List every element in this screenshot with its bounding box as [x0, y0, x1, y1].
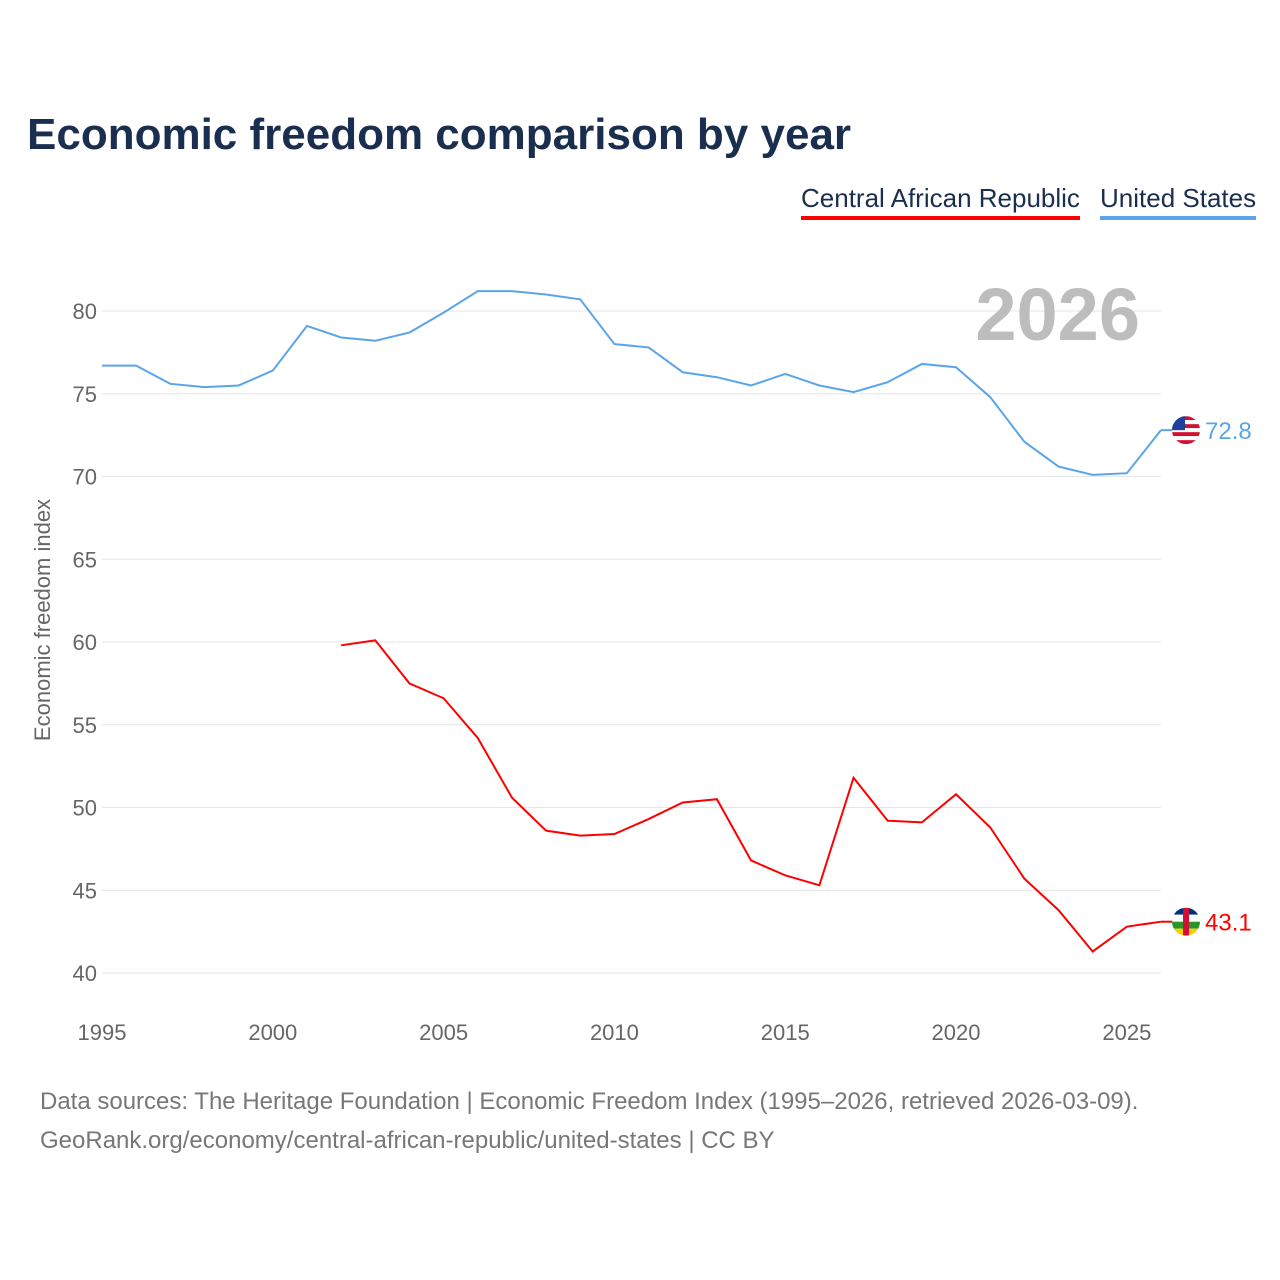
chart-title: Economic freedom comparison by year: [27, 110, 852, 159]
y-tick-label: 40: [73, 961, 97, 986]
y-axis-label: Economic freedom index: [30, 499, 55, 741]
source-line-2[interactable]: GeoRank.org/economy/central-african-repu…: [40, 1127, 775, 1154]
end-value-label: 72.8: [1205, 418, 1252, 445]
y-tick-label: 60: [73, 630, 97, 655]
x-tick-label: 2025: [1102, 1020, 1151, 1045]
series-line-united-states: [102, 290, 1162, 476]
y-tick-label: 45: [73, 878, 97, 903]
us-flag-icon: [1172, 416, 1200, 445]
x-tick-label: 2000: [248, 1020, 297, 1045]
legend-item-central-african-republic[interactable]: Central African Republic: [801, 183, 1080, 220]
legend-item-united-states[interactable]: United States: [1100, 183, 1257, 220]
y-tick-label: 65: [73, 547, 97, 572]
y-tick-label: 50: [73, 796, 97, 821]
x-tick-label: 1995: [78, 1020, 127, 1045]
x-tick-label: 2015: [761, 1020, 810, 1045]
y-tick-label: 75: [73, 382, 97, 407]
x-tick-label: 2020: [932, 1020, 981, 1045]
y-tick-label: 80: [73, 299, 97, 324]
year-watermark: 2026: [975, 273, 1140, 356]
x-tick-label: 2005: [419, 1020, 468, 1045]
source-line-1: Data sources: The Heritage Foundation | …: [40, 1088, 1139, 1115]
end-value-label: 43.1: [1205, 910, 1252, 937]
y-tick-label: 70: [73, 465, 97, 490]
series-line-central-african-republic: [340, 639, 1162, 953]
y-tick-label: 55: [73, 713, 97, 738]
car-flag-icon: [1172, 907, 1200, 936]
x-tick-label: 2010: [590, 1020, 639, 1045]
